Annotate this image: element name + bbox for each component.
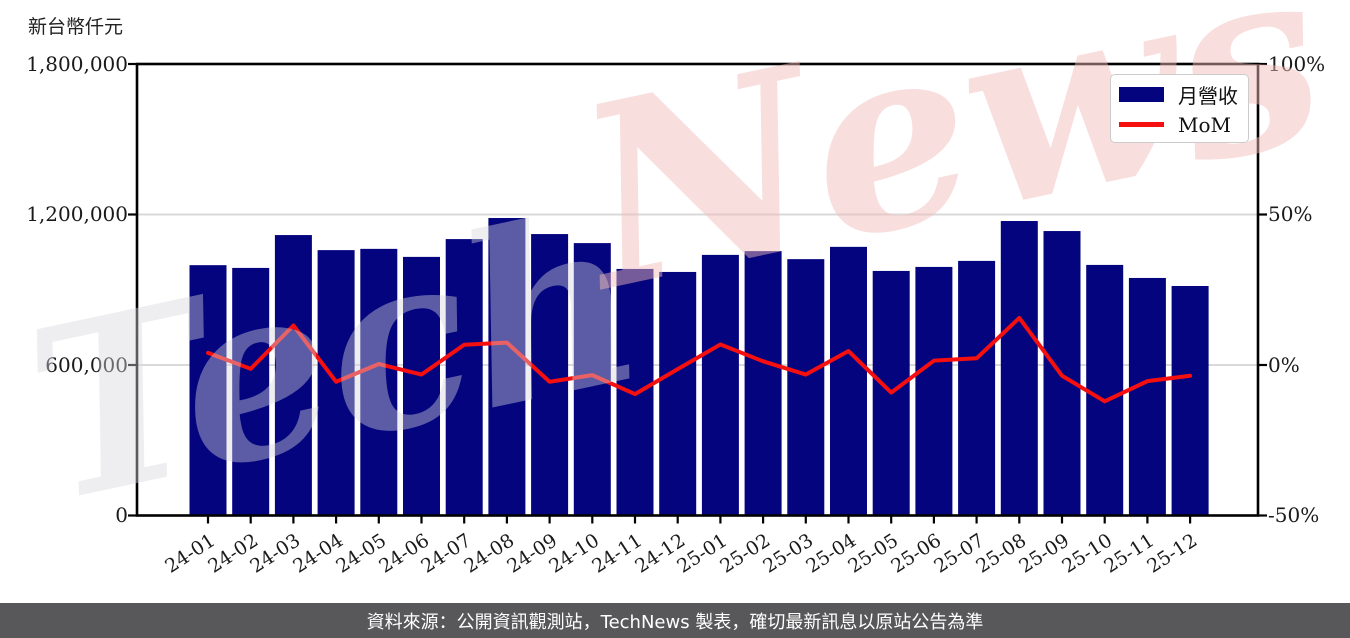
bar-25-01	[701, 254, 739, 516]
x-tick-label-25-12: 25-12	[1143, 529, 1202, 578]
bar-24-03	[274, 235, 312, 516]
bar-24-01	[189, 265, 227, 516]
right-axis-tick-neg50pct: -50%	[1268, 503, 1320, 527]
bar-25-12	[1171, 285, 1209, 516]
x-tick-label-25-03: 25-03	[759, 529, 817, 578]
left-axis-tick-1200000: 1,200,000	[26, 202, 128, 226]
bar-25-04	[830, 246, 867, 516]
bar-24-12	[659, 271, 697, 516]
right-axis-tick-0pct: 0%	[1268, 353, 1300, 377]
mom-line	[206, 315, 1193, 404]
right-axis-tick-100pct: 100%	[1268, 52, 1326, 76]
left-axis-tick-1800000: 1,800,000	[26, 52, 128, 76]
source-footer-text: 資料來源：公開資訊觀測站，TechNews 製表，確切最新訊息以原站公告為準	[366, 611, 984, 633]
right-axis-tick-50pct: 50%	[1268, 202, 1313, 226]
bar-25-10	[1086, 264, 1124, 516]
source-footer: 資料來源：公開資訊觀測站，TechNews 製表，確切最新訊息以原站公告為準	[0, 603, 1350, 638]
bar-24-05	[360, 248, 398, 516]
x-tick-label-24-05: 24-05	[332, 529, 390, 578]
legend-revenue-label: 月營收	[1178, 84, 1238, 109]
y-axis-unit-label: 新台幣仟元	[28, 16, 124, 38]
bar-24-06	[403, 256, 440, 516]
legend-mom-label: MoM	[1178, 112, 1231, 137]
bar-25-11	[1128, 277, 1166, 516]
legend: 月營收 MoM	[1110, 74, 1249, 143]
x-tick-label-25-06: 25-06	[887, 529, 946, 578]
x-tick-label-24-08: 24-08	[460, 529, 519, 578]
left-axis-tick-600000: 600,000	[45, 353, 128, 377]
legend-item-revenue: 月營收	[1111, 80, 1248, 109]
bar-25-08	[1000, 221, 1038, 516]
bar-24-09	[531, 234, 569, 516]
mom-line-swatch	[1119, 122, 1164, 128]
legend-item-mom: MoM	[1111, 113, 1248, 137]
bar-25-02	[744, 251, 782, 516]
bar-25-03	[787, 259, 825, 516]
bar-24-07	[445, 239, 483, 516]
bar-24-02	[232, 267, 270, 516]
bar-25-07	[958, 260, 996, 516]
plot-area	[128, 62, 1267, 524]
revenue-bar-swatch	[1119, 87, 1164, 103]
left-axis-tick-0: 0	[115, 503, 128, 527]
bar-25-06	[915, 266, 953, 516]
bar-24-08	[488, 218, 526, 516]
plot-svg	[128, 62, 1267, 524]
